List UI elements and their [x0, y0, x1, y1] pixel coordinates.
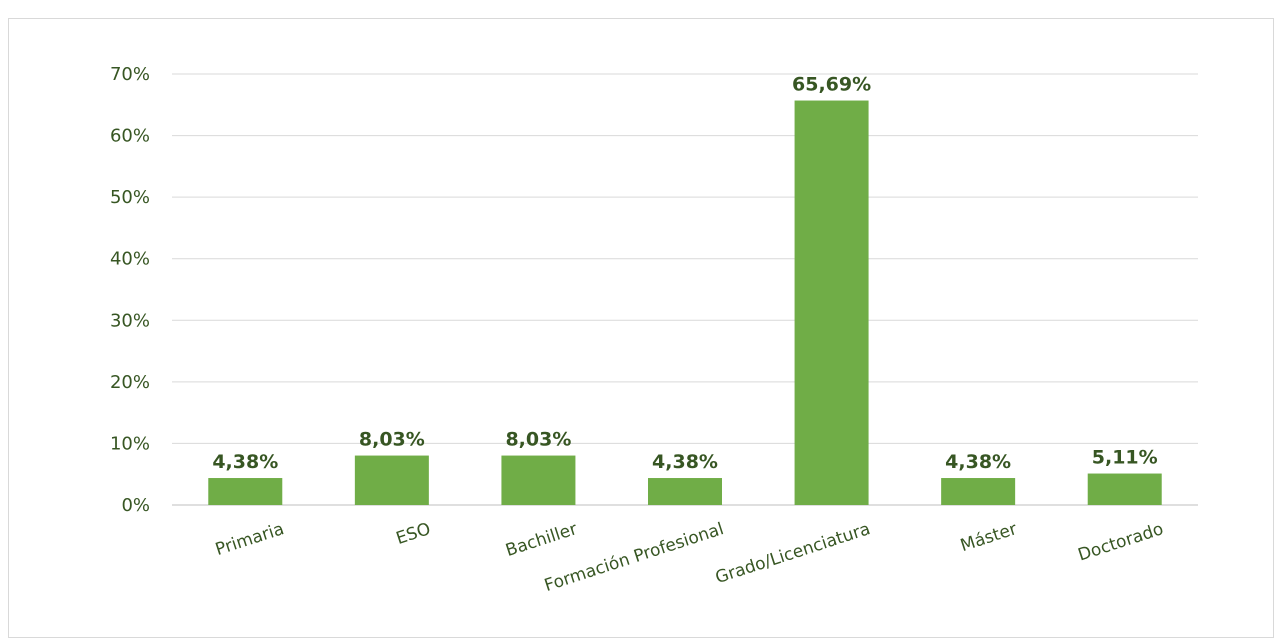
data-label: 8,03% — [505, 429, 571, 451]
data-label: 4,38% — [945, 451, 1011, 473]
bar — [208, 478, 283, 505]
category-label: Bachiller — [503, 519, 579, 561]
data-label: 4,38% — [652, 451, 718, 473]
y-tick-label: 20% — [110, 372, 150, 393]
bar — [354, 455, 429, 505]
bar — [794, 100, 869, 505]
y-tick-label: 60% — [110, 126, 150, 147]
category-label: ESO — [394, 519, 433, 549]
gridlines — [172, 73, 1198, 506]
y-tick-label: 40% — [110, 249, 150, 270]
bar — [501, 455, 576, 505]
data-label: 8,03% — [359, 429, 425, 451]
bar — [1087, 473, 1162, 505]
bars — [208, 100, 1162, 505]
y-tick-label: 30% — [110, 310, 150, 331]
data-labels: 4,38% 8,03% 8,03% 4,38% 65,69% 4,38% 5,11% — [212, 74, 1157, 473]
y-tick-label: 50% — [110, 187, 150, 208]
chart-frame — [8, 18, 1274, 638]
bar — [941, 478, 1016, 505]
category-label: Primaria — [213, 519, 286, 560]
y-tick-label: 10% — [110, 433, 150, 454]
data-label: 4,38% — [212, 451, 278, 473]
data-label: 65,69% — [792, 74, 871, 96]
category-label: Máster — [958, 519, 1019, 556]
y-tick-label: 70% — [110, 64, 150, 85]
bar — [648, 478, 722, 505]
data-label: 5,11% — [1092, 447, 1158, 469]
category-label: Grado/Licenciatura — [713, 519, 873, 588]
category-label: Doctorado — [1076, 519, 1166, 565]
y-axis-ticks: 0% 10% 20% 30% 40% 50% 60% 70% — [110, 64, 150, 516]
y-tick-label: 0% — [121, 495, 150, 516]
